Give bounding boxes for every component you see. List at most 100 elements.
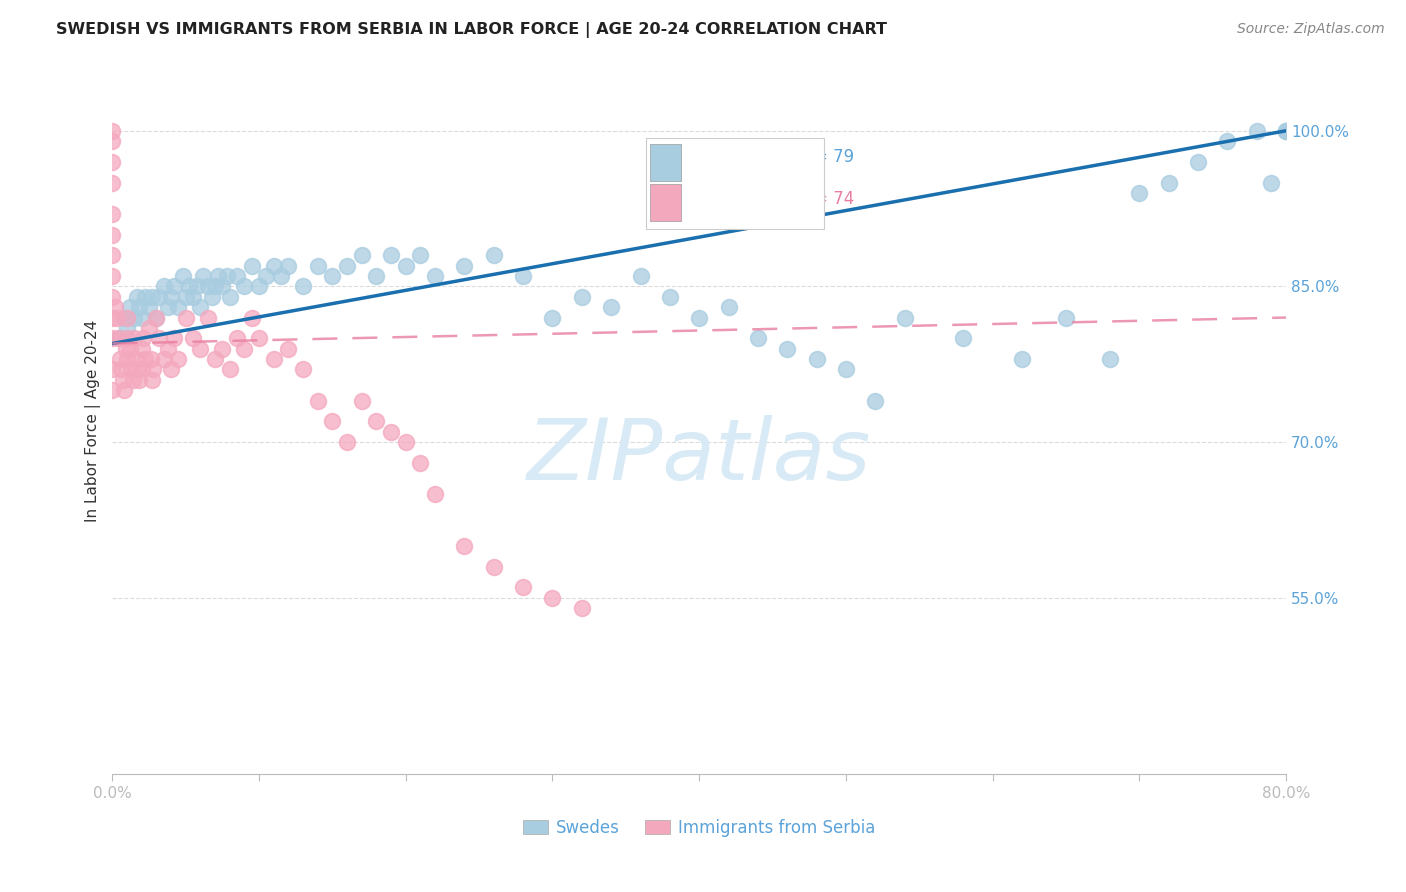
Point <box>152 279 174 293</box>
Point <box>101 268 124 283</box>
Point <box>104 300 127 314</box>
Point <box>717 300 740 314</box>
Point <box>114 342 136 356</box>
Point <box>1275 124 1298 138</box>
Point <box>101 331 124 345</box>
Point <box>101 176 124 190</box>
Point <box>115 331 138 345</box>
Point <box>1216 134 1239 148</box>
Point <box>952 331 974 345</box>
Point <box>380 248 402 262</box>
Point <box>108 352 131 367</box>
Text: Source: ZipAtlas.com: Source: ZipAtlas.com <box>1237 22 1385 37</box>
Point <box>101 383 124 397</box>
Y-axis label: In Labor Force | Age 20-24: In Labor Force | Age 20-24 <box>86 320 101 523</box>
Point <box>121 362 143 376</box>
Point <box>190 300 212 314</box>
Point <box>233 342 256 356</box>
Point <box>512 580 534 594</box>
Point <box>128 300 150 314</box>
Point <box>101 290 124 304</box>
Point <box>321 414 343 428</box>
Point <box>101 248 124 262</box>
Point <box>211 279 233 293</box>
Point <box>134 290 156 304</box>
Point <box>277 342 299 356</box>
Point <box>835 362 858 376</box>
Point <box>201 290 224 304</box>
Point <box>128 373 150 387</box>
Point <box>277 259 299 273</box>
Point <box>174 290 197 304</box>
Point <box>776 342 799 356</box>
Point <box>1260 176 1282 190</box>
Point <box>124 331 146 345</box>
Point <box>263 352 285 367</box>
Point <box>167 352 190 367</box>
Point <box>863 393 886 408</box>
Point <box>336 259 359 273</box>
Point <box>141 290 163 304</box>
Point <box>350 393 373 408</box>
Point <box>1011 352 1033 367</box>
Point <box>1275 124 1298 138</box>
Point <box>1187 155 1209 169</box>
Point <box>172 268 194 283</box>
Point <box>101 227 124 242</box>
Point <box>139 352 162 367</box>
Point <box>395 259 418 273</box>
Text: R = 0.550    N = 79: R = 0.550 N = 79 <box>692 148 853 166</box>
Point <box>541 310 564 325</box>
Point <box>115 310 138 325</box>
Point <box>240 310 263 325</box>
Point <box>132 331 155 345</box>
Point <box>571 290 593 304</box>
Point <box>233 279 256 293</box>
Point <box>125 352 148 367</box>
Point <box>101 134 124 148</box>
Point <box>197 310 219 325</box>
Point <box>112 310 135 325</box>
Point <box>127 362 149 376</box>
Point <box>1157 176 1180 190</box>
Point <box>177 279 200 293</box>
Point <box>218 290 240 304</box>
Point <box>115 352 138 367</box>
Point <box>101 155 124 169</box>
Text: ZIPatlas: ZIPatlas <box>527 415 872 498</box>
Point <box>247 331 270 345</box>
Point <box>256 268 278 283</box>
Point <box>600 300 623 314</box>
Point <box>163 331 186 345</box>
Point <box>167 300 190 314</box>
Point <box>142 362 165 376</box>
Point <box>1128 186 1150 200</box>
Point <box>893 310 915 325</box>
Point <box>160 290 183 304</box>
Point <box>105 310 128 325</box>
Point <box>131 362 153 376</box>
Point <box>181 290 204 304</box>
Point <box>181 331 204 345</box>
Point <box>138 300 160 314</box>
Point <box>131 342 153 356</box>
Point <box>101 362 124 376</box>
Point <box>366 414 388 428</box>
Point <box>124 310 146 325</box>
Point <box>141 373 163 387</box>
Point <box>336 435 359 450</box>
Point <box>190 342 212 356</box>
Point <box>127 290 149 304</box>
Point <box>409 248 432 262</box>
Point <box>541 591 564 605</box>
Point <box>160 362 183 376</box>
Point <box>453 259 475 273</box>
Point <box>292 279 315 293</box>
Point <box>101 310 124 325</box>
Point <box>395 435 418 450</box>
Point <box>152 352 174 367</box>
Point <box>186 279 208 293</box>
Point <box>380 425 402 439</box>
Text: R = 0.015    N = 74: R = 0.015 N = 74 <box>692 190 855 208</box>
Point <box>263 259 285 273</box>
